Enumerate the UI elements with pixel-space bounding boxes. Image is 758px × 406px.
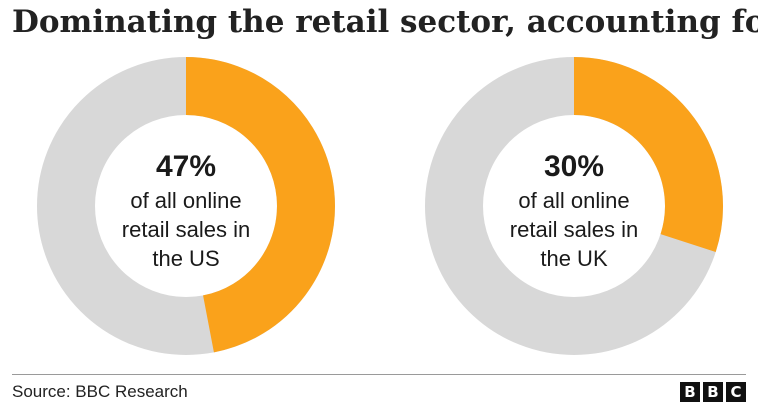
- logo-letter-b2: B: [703, 382, 723, 402]
- percentage-uk: 30%: [543, 150, 605, 183]
- description-line-2-uk: retail sales in: [509, 217, 639, 242]
- percentage-us: 47%: [155, 150, 217, 183]
- logo-letter-c: C: [726, 382, 746, 402]
- footer-divider: [12, 374, 746, 375]
- description-line-1-us: of all online: [130, 188, 242, 213]
- chart-title: Dominating the retail sector, accounting…: [12, 4, 758, 40]
- logo-letter-b1: B: [680, 382, 700, 402]
- donut-svg-us: [37, 57, 335, 355]
- donut-chart-us: 47% of all online retail sales in the US: [36, 56, 336, 356]
- source-note: Source: BBC Research: [12, 382, 188, 401]
- description-line-2-us: retail sales in: [121, 217, 251, 242]
- description-line-3-us: the US: [152, 246, 220, 271]
- donut-label-uk: 30% of all online retail sales in the UK: [484, 148, 664, 273]
- donut-slice-us: [185, 57, 335, 353]
- description-line-1-uk: of all online: [518, 188, 630, 213]
- donut-label-us: 47% of all online retail sales in the US: [96, 148, 276, 273]
- donut-slice-uk: [573, 57, 723, 253]
- donut-svg-uk: [425, 57, 723, 355]
- description-line-3-uk: the UK: [540, 246, 608, 271]
- bbc-logo: B B C: [680, 382, 746, 402]
- donut-chart-uk: 30% of all online retail sales in the UK: [424, 56, 724, 356]
